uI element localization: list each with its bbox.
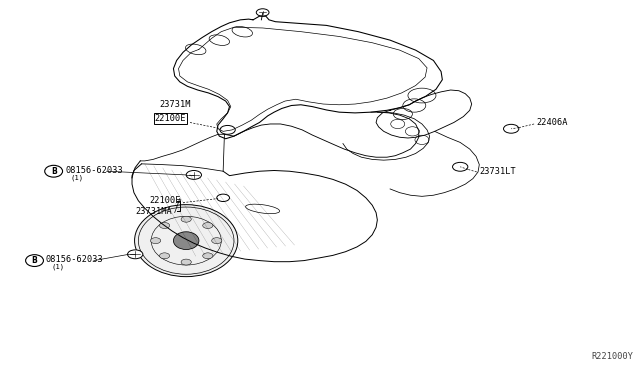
Circle shape xyxy=(220,125,236,134)
Circle shape xyxy=(181,259,191,265)
Text: 08156-62033: 08156-62033 xyxy=(46,255,104,264)
Text: 08156-62033: 08156-62033 xyxy=(65,166,123,175)
Circle shape xyxy=(504,124,519,133)
Circle shape xyxy=(159,222,170,228)
Text: 23731MA: 23731MA xyxy=(136,206,172,216)
Text: 22406A: 22406A xyxy=(537,118,568,127)
Circle shape xyxy=(127,250,143,259)
Ellipse shape xyxy=(134,205,238,277)
Text: (1): (1) xyxy=(70,174,83,181)
Text: 23731M: 23731M xyxy=(159,100,191,109)
Text: (1): (1) xyxy=(51,264,64,270)
Circle shape xyxy=(203,253,213,259)
Text: R221000Y: R221000Y xyxy=(591,352,634,361)
Circle shape xyxy=(181,216,191,222)
Circle shape xyxy=(212,238,222,244)
Circle shape xyxy=(159,253,170,259)
Circle shape xyxy=(186,170,202,179)
Circle shape xyxy=(150,238,161,244)
Text: 22100E: 22100E xyxy=(155,114,186,123)
Circle shape xyxy=(203,222,213,228)
Circle shape xyxy=(217,194,230,202)
Text: B: B xyxy=(31,256,37,265)
Ellipse shape xyxy=(173,232,199,250)
Circle shape xyxy=(452,162,468,171)
Text: 22100E: 22100E xyxy=(150,196,181,205)
Text: 23731LT: 23731LT xyxy=(479,167,516,176)
Text: B: B xyxy=(51,167,56,176)
